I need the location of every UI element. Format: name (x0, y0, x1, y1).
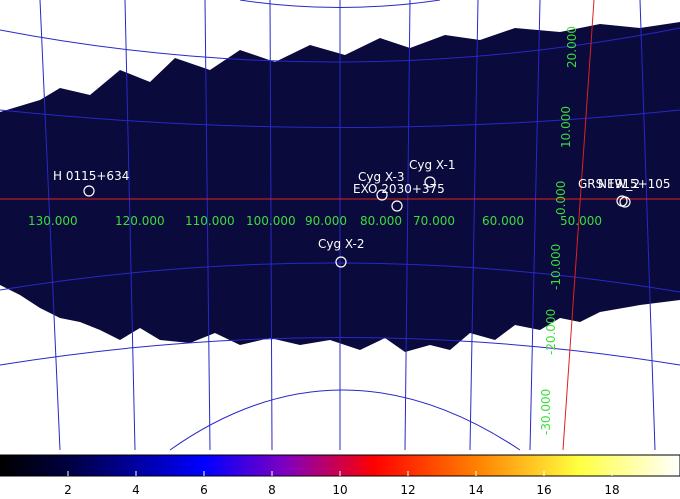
longitude-label: 50.000 (560, 214, 602, 228)
latitude-label: 10.000 (559, 106, 573, 148)
colorbar-tick-label: 4 (132, 483, 140, 497)
colorbar-tick-label: 6 (200, 483, 208, 497)
grid-line (39, 0, 61, 451)
source-label: GRS 1915+105 (578, 177, 671, 191)
latitude-label: -10.000 (549, 244, 563, 290)
grid-line (169, 389, 521, 451)
source-label: H 0115+634 (53, 169, 129, 183)
source-marker (83, 185, 95, 197)
meridian-line (562, 0, 595, 451)
colorbar-ticks: 2 4 6 8 10 12 14 16 18 (64, 471, 620, 497)
grid-line (529, 0, 541, 451)
longitude-label: 90.000 (305, 214, 347, 228)
grid-line (404, 0, 411, 451)
grid-line (269, 0, 273, 451)
colorbar-tick-label: 8 (268, 483, 276, 497)
colorbar-tick-label: 2 (64, 483, 72, 497)
colorbar-tick-label: 16 (536, 483, 551, 497)
latitude-label: -30.000 (539, 389, 553, 435)
source-marker (335, 256, 347, 268)
latitude-label: -20.000 (544, 309, 558, 355)
coordinate-grid (0, 0, 680, 451)
grid-line (124, 0, 136, 451)
coordinate-labels: 130.000 120.000 110.000 100.000 90.000 80.000… (28, 26, 602, 435)
colorbar-tick-label: 14 (468, 483, 483, 497)
grid-line (639, 0, 656, 451)
longitude-label: 0.000 (554, 181, 568, 215)
longitude-label: 70.000 (413, 214, 455, 228)
source-label: Cyg X-3 (358, 170, 405, 184)
colorbar-tick-label: 12 (400, 483, 415, 497)
source-label: NEW_2 (598, 177, 640, 191)
latitude-label: 20.000 (565, 26, 579, 68)
source-label: Cyg X-1 (409, 158, 456, 172)
longitude-label: 100.000 (246, 214, 296, 228)
colorbar-tick-label: 10 (332, 483, 347, 497)
colorbar-tick-label: 18 (604, 483, 619, 497)
source-marker (376, 189, 388, 201)
longitude-label: 80.000 (360, 214, 402, 228)
longitude-label: 120.000 (115, 214, 165, 228)
longitude-label: 110.000 (185, 214, 235, 228)
sources: H 0115+634 Cyg X-3 Cyg X-1 EXO 2030+375 Cyg … (53, 158, 671, 268)
grid-line (204, 0, 211, 451)
source-label: EXO 2030+375 (353, 182, 445, 196)
source-marker (391, 200, 403, 212)
source-label: Cyg X-2 (318, 237, 365, 251)
longitude-label: 130.000 (28, 214, 78, 228)
longitude-label: 60.000 (482, 214, 524, 228)
source-marker (424, 176, 436, 188)
source-marker (619, 196, 631, 208)
grid-line (469, 0, 479, 451)
